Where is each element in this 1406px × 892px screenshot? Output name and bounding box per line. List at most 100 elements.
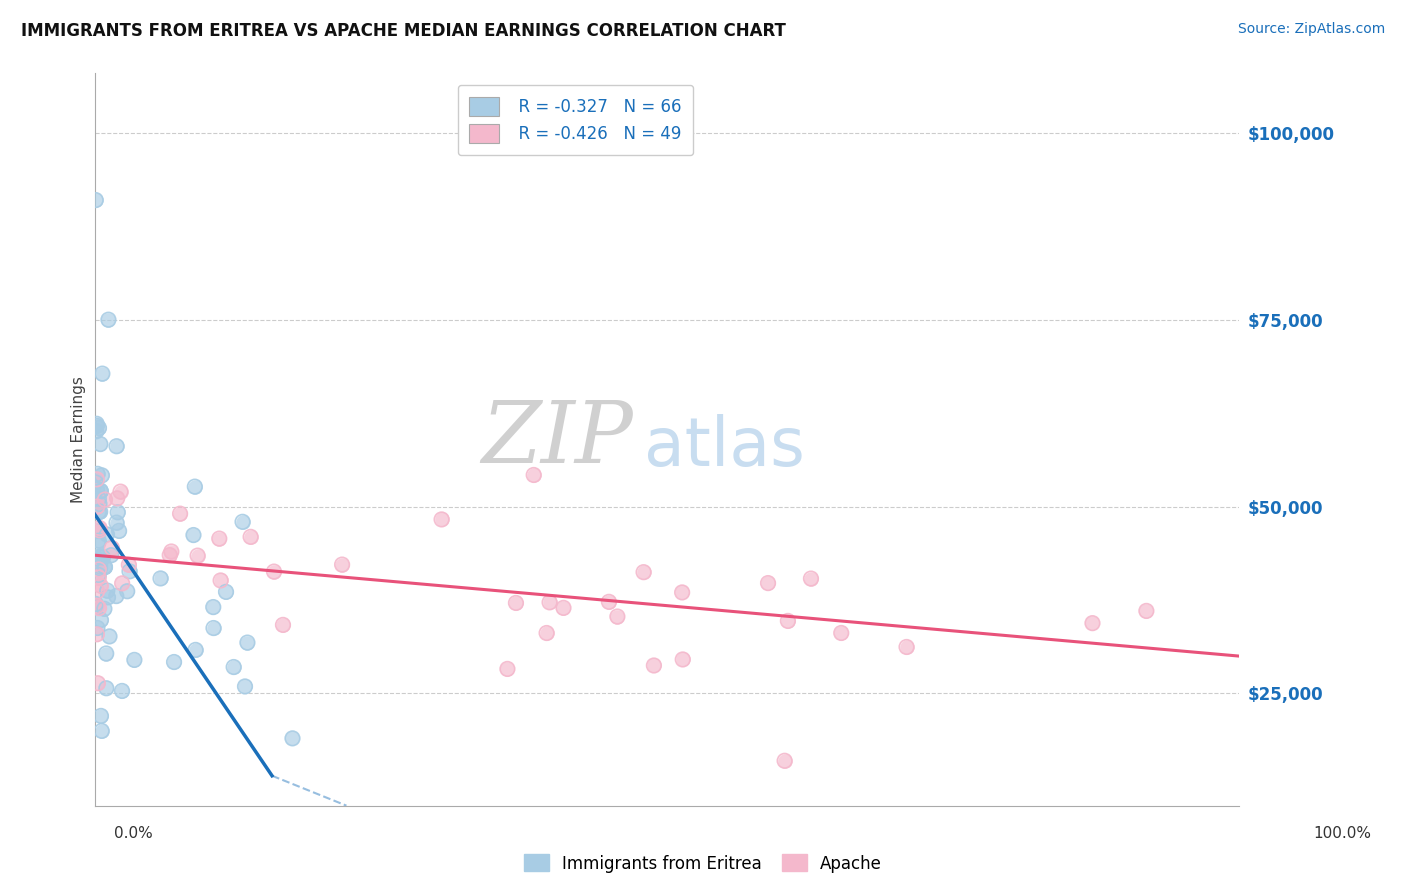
Point xyxy=(86,599,108,613)
Point xyxy=(93,602,115,616)
Point xyxy=(110,484,132,499)
Point xyxy=(187,549,209,563)
Point xyxy=(756,576,779,591)
Point xyxy=(87,601,110,615)
Point xyxy=(96,681,118,696)
Point xyxy=(86,424,108,438)
Point xyxy=(94,492,117,507)
Point xyxy=(330,558,353,572)
Point xyxy=(107,505,129,519)
Point xyxy=(505,596,527,610)
Point xyxy=(184,643,207,657)
Legend:   R = -0.327   N = 66,   R = -0.426   N = 49: R = -0.327 N = 66, R = -0.426 N = 49 xyxy=(458,85,693,155)
Point xyxy=(87,421,110,435)
Point xyxy=(90,484,112,499)
Y-axis label: Median Earnings: Median Earnings xyxy=(72,376,86,503)
Point xyxy=(430,512,453,526)
Text: ZIP: ZIP xyxy=(481,398,633,481)
Point xyxy=(671,585,693,599)
Point xyxy=(643,658,665,673)
Point xyxy=(90,468,112,483)
Point xyxy=(633,565,655,579)
Point xyxy=(538,595,561,609)
Point xyxy=(111,576,134,591)
Point xyxy=(89,521,111,535)
Point xyxy=(830,626,852,640)
Text: Source: ZipAtlas.com: Source: ZipAtlas.com xyxy=(1237,22,1385,37)
Point xyxy=(184,480,207,494)
Point xyxy=(94,560,117,574)
Point xyxy=(86,500,108,514)
Point xyxy=(222,660,245,674)
Point xyxy=(96,583,118,598)
Point xyxy=(87,570,110,584)
Point xyxy=(111,576,134,591)
Point xyxy=(86,418,108,433)
Point xyxy=(187,549,209,563)
Point xyxy=(105,589,128,603)
Point xyxy=(215,585,238,599)
Point xyxy=(105,439,128,453)
Point xyxy=(97,591,120,605)
Point xyxy=(93,559,115,574)
Point xyxy=(111,684,134,698)
Point xyxy=(101,541,124,555)
Point xyxy=(97,312,120,326)
Point xyxy=(86,599,108,613)
Point xyxy=(93,559,115,574)
Point xyxy=(105,491,128,506)
Point xyxy=(124,653,146,667)
Point xyxy=(90,709,112,723)
Point xyxy=(236,635,259,649)
Point xyxy=(598,595,620,609)
Point xyxy=(215,585,238,599)
Point xyxy=(96,647,118,661)
Point xyxy=(124,653,146,667)
Point xyxy=(87,533,110,548)
Point xyxy=(209,574,232,588)
Point xyxy=(84,599,107,614)
Point xyxy=(89,549,111,564)
Point xyxy=(105,439,128,453)
Point xyxy=(100,548,122,562)
Point xyxy=(89,523,111,537)
Point xyxy=(523,467,546,482)
Point xyxy=(239,530,262,544)
Point xyxy=(86,483,108,497)
Point xyxy=(84,193,107,207)
Point xyxy=(598,595,620,609)
Point xyxy=(896,640,918,654)
Point xyxy=(86,472,108,486)
Point xyxy=(773,754,796,768)
Point xyxy=(118,558,141,572)
Point xyxy=(90,579,112,593)
Point xyxy=(830,626,852,640)
Point xyxy=(536,626,558,640)
Point xyxy=(160,544,183,558)
Point xyxy=(90,613,112,627)
Point xyxy=(202,621,225,635)
Point xyxy=(163,655,186,669)
Point xyxy=(87,491,110,506)
Point xyxy=(281,731,304,746)
Point xyxy=(118,565,141,579)
Point xyxy=(800,572,823,586)
Point xyxy=(159,548,181,562)
Point xyxy=(606,609,628,624)
Point xyxy=(86,584,108,599)
Point xyxy=(672,652,695,666)
Point xyxy=(87,505,110,519)
Point xyxy=(232,515,254,529)
Point xyxy=(91,367,114,381)
Point xyxy=(89,497,111,511)
Point xyxy=(118,565,141,579)
Point xyxy=(773,754,796,768)
Point xyxy=(84,597,107,611)
Point xyxy=(89,561,111,575)
Point xyxy=(1081,616,1104,631)
Point xyxy=(633,565,655,579)
Point xyxy=(90,549,112,564)
Text: 0.0%: 0.0% xyxy=(114,827,153,841)
Point xyxy=(89,559,111,574)
Point xyxy=(86,621,108,635)
